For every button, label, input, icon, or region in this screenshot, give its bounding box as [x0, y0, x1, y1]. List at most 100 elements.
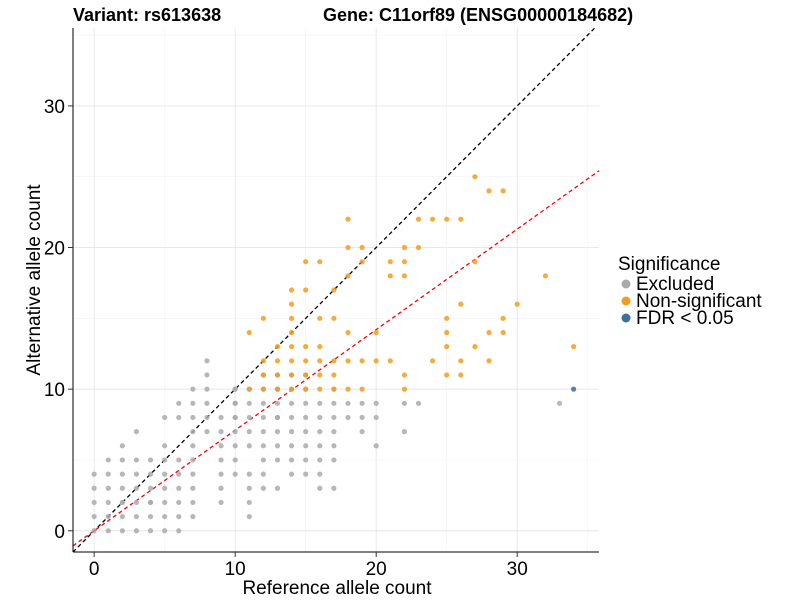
point-non-significant	[472, 259, 478, 265]
point-excluded	[190, 443, 196, 449]
point-non-significant	[317, 315, 323, 321]
point-excluded	[218, 485, 224, 491]
point-excluded	[162, 457, 168, 463]
point-non-significant	[331, 315, 337, 321]
point-excluded	[91, 485, 97, 491]
point-non-significant	[387, 358, 393, 364]
point-non-significant	[288, 301, 295, 307]
point-non-significant	[303, 372, 309, 378]
point-non-significant	[260, 386, 266, 392]
point-excluded	[260, 414, 266, 421]
point-excluded	[274, 414, 281, 421]
point-non-significant	[288, 287, 295, 293]
point-non-significant	[260, 315, 266, 321]
point-excluded	[288, 414, 295, 421]
point-non-significant	[444, 344, 450, 350]
point-non-significant	[260, 372, 266, 378]
point-non-significant	[345, 244, 351, 251]
point-excluded	[260, 471, 266, 477]
x-tick-label: 10	[225, 559, 246, 580]
point-excluded	[303, 457, 309, 463]
point-excluded	[260, 429, 266, 435]
point-excluded	[317, 485, 323, 491]
point-excluded	[176, 513, 182, 520]
point-excluded	[303, 400, 309, 406]
x-tick-label: 20	[366, 559, 387, 580]
point-non-significant	[274, 344, 281, 350]
point-excluded	[232, 457, 238, 463]
point-excluded	[176, 499, 182, 506]
point-excluded	[345, 400, 351, 406]
x-axis-label: Reference allele count	[242, 578, 432, 599]
point-non-significant	[444, 315, 450, 321]
point-non-significant	[303, 344, 309, 350]
point-excluded	[317, 457, 323, 463]
point-non-significant	[288, 358, 295, 364]
point-excluded	[246, 400, 252, 406]
point-excluded	[246, 499, 252, 506]
point-excluded	[331, 485, 337, 491]
point-non-significant	[303, 386, 309, 392]
point-excluded	[218, 443, 224, 449]
point-non-significant	[345, 216, 351, 222]
point-excluded	[260, 485, 266, 491]
point-excluded	[133, 457, 140, 463]
reference-lines	[72, 27, 600, 553]
point-excluded	[119, 443, 125, 449]
point-excluded	[105, 513, 111, 520]
point-excluded	[260, 457, 266, 463]
point-non-significant	[317, 358, 323, 364]
point-excluded	[359, 400, 365, 406]
legend: Significance Excluded Non-significant FD…	[618, 254, 762, 329]
point-excluded	[246, 471, 252, 477]
point-non-significant	[303, 287, 309, 293]
point-excluded	[303, 471, 309, 477]
point-excluded	[260, 400, 266, 406]
point-excluded	[288, 443, 295, 449]
point-excluded	[133, 513, 140, 520]
point-non-significant	[331, 386, 337, 392]
point-excluded	[218, 414, 224, 421]
point-non-significant	[415, 216, 422, 222]
point-non-significant	[288, 329, 295, 336]
point-excluded	[162, 443, 168, 449]
point-excluded	[317, 414, 323, 421]
point-non-significant	[317, 386, 323, 392]
point-excluded	[190, 400, 196, 406]
point-non-significant	[373, 358, 379, 364]
point-excluded	[373, 400, 379, 406]
point-non-significant	[444, 372, 450, 378]
point-excluded	[246, 443, 252, 449]
point-non-significant	[274, 386, 281, 392]
point-excluded	[246, 513, 252, 520]
point-excluded	[204, 429, 210, 435]
point-excluded	[190, 414, 196, 421]
legend-label-excluded: Excluded	[636, 274, 714, 295]
data-points	[91, 174, 577, 534]
point-non-significant	[317, 372, 323, 378]
point-excluded	[91, 528, 97, 534]
fit-line	[72, 170, 600, 547]
point-excluded	[176, 414, 182, 421]
point-excluded	[162, 485, 168, 491]
point-excluded	[303, 414, 309, 421]
point-non-significant	[345, 358, 351, 364]
point-excluded	[162, 513, 168, 520]
chart-title-variant: Variant: rs613638	[73, 5, 221, 25]
point-excluded	[105, 485, 111, 491]
point-excluded	[176, 485, 182, 491]
point-non-significant	[317, 259, 323, 265]
point-excluded	[105, 471, 111, 477]
point-excluded	[190, 429, 196, 435]
legend-marker-fdr	[621, 313, 631, 323]
point-excluded	[119, 499, 125, 506]
y-tick-label: 0	[54, 522, 65, 543]
point-non-significant	[246, 386, 252, 392]
point-non-significant	[444, 216, 450, 222]
legend-title: Significance	[618, 254, 720, 275]
point-excluded	[246, 429, 252, 435]
point-non-significant	[514, 301, 520, 307]
point-non-significant	[542, 273, 549, 279]
point-excluded	[133, 499, 140, 506]
